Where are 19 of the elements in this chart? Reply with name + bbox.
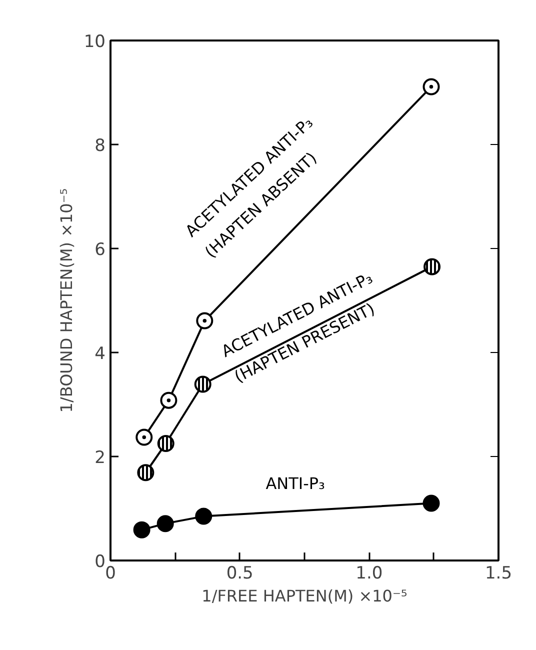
point <box>422 494 440 512</box>
y-tick-label: 10 <box>84 32 106 52</box>
point <box>196 312 214 330</box>
y-tick-label: 8 <box>94 136 106 156</box>
x-tick-label: 1.5 <box>484 564 512 584</box>
point <box>195 508 212 525</box>
point <box>156 515 174 532</box>
y-tick-label: 2 <box>94 448 106 468</box>
point <box>136 428 153 446</box>
y-tick-label: 4 <box>94 344 106 364</box>
y-axis-title: 1/BOUND HAPTEN(M) ×10⁻⁵ <box>56 188 76 413</box>
x-tick-label: 1.0 <box>356 564 383 584</box>
point <box>133 521 150 538</box>
point <box>422 78 440 96</box>
series-label: ANTI-P₃ <box>266 474 325 493</box>
point <box>160 392 178 409</box>
x-axis-title: 1/FREE HAPTEN(M) ×10⁻⁵ <box>202 586 408 606</box>
x-tick-label: 0.5 <box>226 564 254 584</box>
y-tick-label: 6 <box>94 240 106 260</box>
